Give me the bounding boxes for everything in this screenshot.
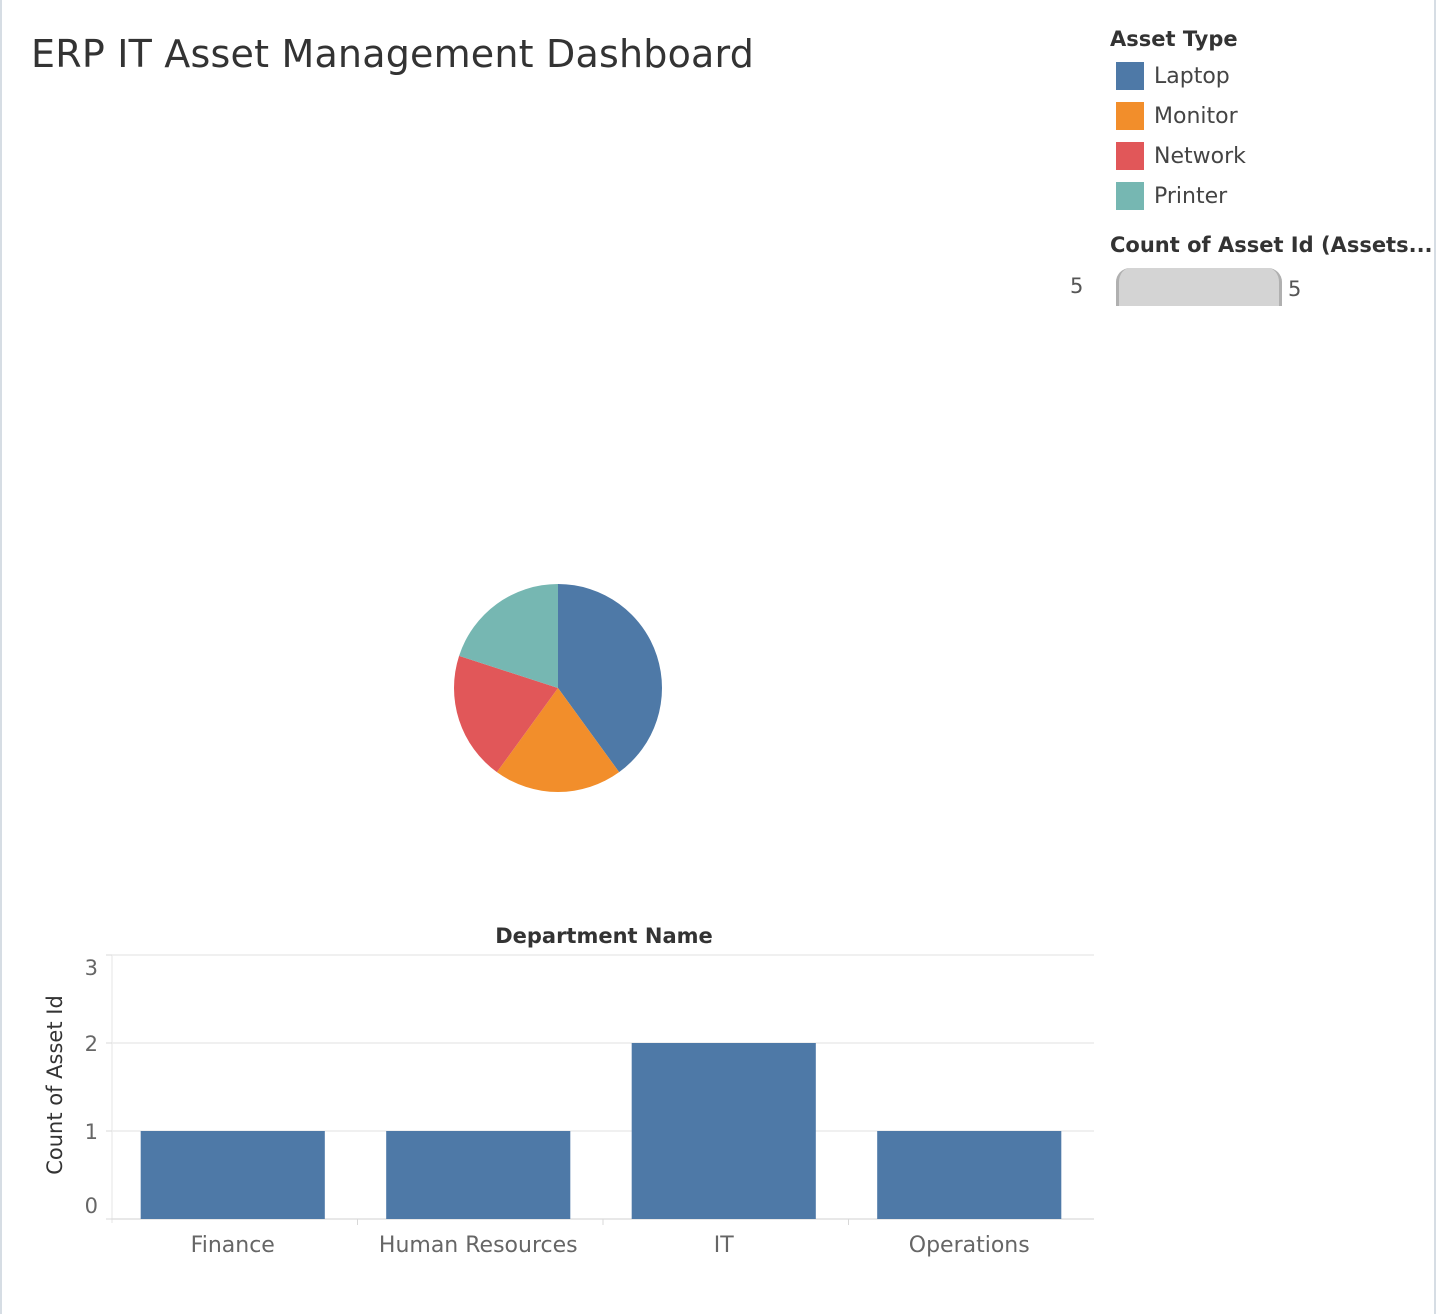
bar-operations[interactable] <box>877 1131 1062 1219</box>
legend-label: Printer <box>1154 183 1228 209</box>
legend-label: Network <box>1154 143 1246 169</box>
size-legend-bar <box>1116 268 1282 306</box>
left-frame-border <box>0 0 2 1314</box>
y-tick-label: 1 <box>85 1120 98 1144</box>
legend-item-laptop[interactable]: Laptop <box>1110 56 1430 96</box>
legend-swatch <box>1116 62 1144 90</box>
y-tick-label: 2 <box>85 1032 98 1056</box>
bar-it[interactable] <box>631 1043 816 1219</box>
legend-label: Laptop <box>1154 63 1230 89</box>
legend-item-network[interactable]: Network <box>1110 136 1430 176</box>
bar-human-resources[interactable] <box>386 1131 571 1219</box>
size-legend-min: 5 <box>1070 274 1084 298</box>
x-tick-label: Operations <box>909 1233 1030 1258</box>
legend-label: Monitor <box>1154 103 1238 129</box>
legend-swatch <box>1116 142 1144 170</box>
legend-swatch <box>1116 182 1144 210</box>
x-tick-label: Human Resources <box>379 1233 578 1258</box>
y-axis-label: Count of Asset Id <box>43 995 67 1175</box>
bar-chart-title: Department Name <box>495 924 713 948</box>
right-frame-border <box>1434 0 1436 1314</box>
bar-finance[interactable] <box>140 1131 325 1219</box>
legend-item-monitor[interactable]: Monitor <box>1110 96 1430 136</box>
y-tick-label: 3 <box>85 956 98 980</box>
size-legend-max: 5 <box>1288 277 1302 301</box>
x-tick-label: Finance <box>191 1233 275 1258</box>
asset-type-legend: Asset Type Laptop Monitor Network Printe… <box>1110 22 1430 216</box>
legend-title: Asset Type <box>1110 27 1238 51</box>
legend-swatch <box>1116 102 1144 130</box>
dashboard-title: ERP IT Asset Management Dashboard <box>31 32 755 76</box>
y-tick-label: 0 <box>85 1194 98 1218</box>
legend-item-printer[interactable]: Printer <box>1110 176 1430 216</box>
x-tick-label: IT <box>714 1233 734 1258</box>
size-legend-title: Count of Asset Id (Assets... <box>1110 233 1433 257</box>
